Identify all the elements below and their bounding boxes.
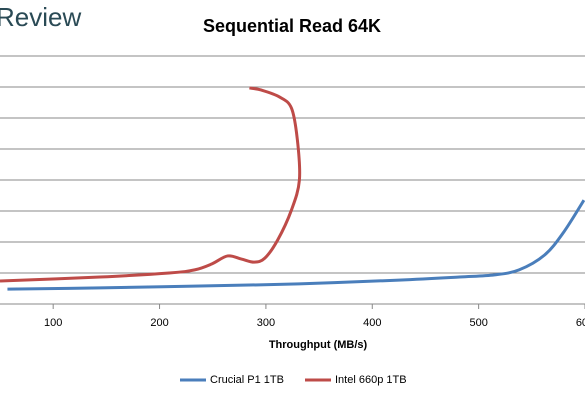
x-tick-label: 200 — [150, 317, 168, 329]
chart-title: Sequential Read 64K — [203, 16, 381, 36]
brand-logo: Review — [0, 2, 81, 32]
series-line — [7, 199, 585, 291]
x-axis-label: Throughput (MB/s) — [269, 339, 368, 351]
x-tick-label: 100 — [44, 317, 62, 329]
x-tick-label: 400 — [363, 317, 381, 329]
legend-label: Intel 660p 1TB — [335, 374, 407, 386]
x-tick-label: 300 — [257, 317, 275, 329]
legend-label: Crucial P1 1TB — [210, 374, 284, 386]
x-tick-label: 500 — [469, 317, 487, 329]
series-line — [0, 86, 302, 283]
x-tick-label: 600 — [576, 317, 585, 329]
